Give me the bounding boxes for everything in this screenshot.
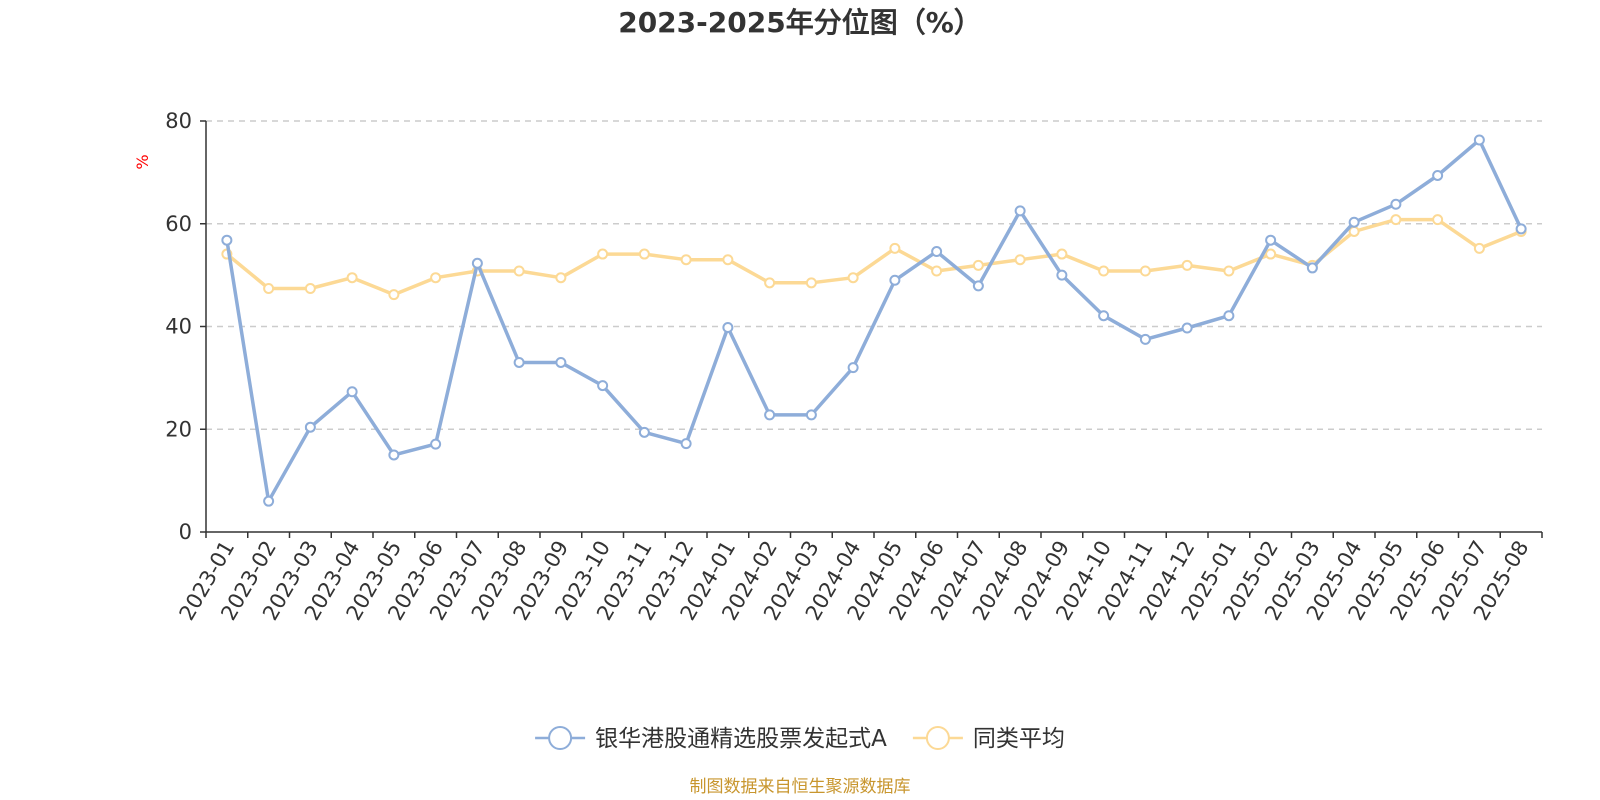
data-point-1-2025-05 <box>1390 214 1402 226</box>
data-point-1-2023-03 <box>304 282 316 294</box>
data-point-1-2023-04 <box>346 272 358 284</box>
data-point-0-2024-08 <box>1014 205 1026 217</box>
data-point-1-2024-12 <box>1181 259 1193 271</box>
legend[interactable]: 银华港股通精选股票发起式A 同类平均 <box>535 726 1065 752</box>
series-line-1 <box>225 217 1523 297</box>
data-point-0-2025-05 <box>1390 198 1402 210</box>
data-point-1-2024-04 <box>847 272 859 284</box>
data-point-1-2023-02 <box>263 282 275 294</box>
data-point-0-2024-03 <box>805 409 817 421</box>
data-point-1-2023-05 <box>388 289 400 301</box>
series-group <box>221 134 1527 507</box>
series-line-0 <box>225 138 1523 503</box>
x-axis-ticks: 2023-012023-022023-032023-042023-052023-… <box>175 532 1543 624</box>
data-point-1-2024-02 <box>764 277 776 289</box>
data-point-0-2025-01 <box>1223 310 1235 322</box>
data-point-0-2023-02 <box>263 495 275 507</box>
data-point-0-2024-12 <box>1181 322 1193 334</box>
data-point-0-2025-04 <box>1348 216 1360 228</box>
y-tick-label-40: 40 <box>165 315 192 339</box>
data-point-1-2024-06 <box>931 265 943 277</box>
data-point-0-2024-02 <box>764 409 776 421</box>
data-point-0-2024-04 <box>847 362 859 374</box>
data-point-1-2024-01 <box>722 254 734 266</box>
data-point-0-2023-01 <box>221 234 233 246</box>
source-note: 制图数据来自恒生聚源数据库 <box>690 777 911 797</box>
data-point-0-2023-09 <box>555 356 567 368</box>
y-tick-label-0: 0 <box>179 520 192 544</box>
data-point-0-2023-10 <box>597 380 609 392</box>
data-point-0-2023-03 <box>304 421 316 433</box>
data-point-0-2025-02 <box>1265 234 1277 246</box>
data-point-1-2024-10 <box>1098 265 1110 277</box>
data-point-0-2023-08 <box>513 356 525 368</box>
data-point-1-2024-05 <box>889 242 901 254</box>
data-point-0-2024-10 <box>1098 310 1110 322</box>
data-point-0-2023-04 <box>346 386 358 398</box>
data-point-1-2024-03 <box>805 277 817 289</box>
data-point-0-2023-12 <box>680 438 692 450</box>
data-point-0-2023-05 <box>388 449 400 461</box>
data-point-1-2023-06 <box>430 272 442 284</box>
data-point-1-2024-08 <box>1014 254 1026 266</box>
data-point-0-2024-09 <box>1056 269 1068 281</box>
legend-marker-1 <box>925 726 950 750</box>
data-point-1-2023-11 <box>638 248 650 260</box>
data-point-0-2024-07 <box>972 280 984 292</box>
data-point-1-2025-07 <box>1473 242 1485 254</box>
data-point-1-2023-12 <box>680 254 692 266</box>
legend-label-0: 银华港股通精选股票发起式A <box>595 726 887 752</box>
y-axis-ticks: 0 20 40 60 80 <box>165 109 206 544</box>
gridlines <box>206 120 1542 430</box>
data-point-1-2025-01 <box>1223 265 1235 277</box>
data-point-1-2024-09 <box>1056 248 1068 260</box>
legend-marker-0 <box>548 726 573 750</box>
data-point-0-2025-03 <box>1306 262 1318 274</box>
data-point-1-2025-06 <box>1432 214 1444 226</box>
data-point-0-2024-06 <box>931 245 943 257</box>
data-point-0-2023-07 <box>471 257 483 269</box>
legend-item-0[interactable]: 银华港股通精选股票发起式A <box>535 726 887 752</box>
data-point-1-2025-02 <box>1265 248 1277 260</box>
data-point-1-2023-08 <box>513 265 525 277</box>
data-point-0-2023-11 <box>638 426 650 438</box>
legend-label-1: 同类平均 <box>973 726 1065 752</box>
data-point-0-2023-06 <box>430 438 442 450</box>
y-tick-label-60: 60 <box>165 212 192 236</box>
data-point-0-2025-08 <box>1515 223 1527 235</box>
data-point-1-2024-11 <box>1139 265 1151 277</box>
data-point-1-2023-10 <box>597 248 609 260</box>
y-tick-label-80: 80 <box>165 109 192 133</box>
data-point-0-2024-11 <box>1139 333 1151 345</box>
data-point-1-2025-04 <box>1348 225 1360 237</box>
data-point-0-2025-07 <box>1473 134 1485 146</box>
chart-title: 2023-2025年分位图（%） <box>618 6 982 39</box>
y-axis-unit-label: % <box>133 154 152 169</box>
data-point-0-2024-01 <box>722 322 734 334</box>
data-point-0-2025-06 <box>1432 169 1444 181</box>
data-point-0-2024-05 <box>889 274 901 286</box>
data-point-1-2023-09 <box>555 272 567 284</box>
data-point-1-2024-07 <box>972 259 984 271</box>
legend-item-1[interactable]: 同类平均 <box>912 726 1065 752</box>
y-tick-label-20: 20 <box>165 417 192 441</box>
